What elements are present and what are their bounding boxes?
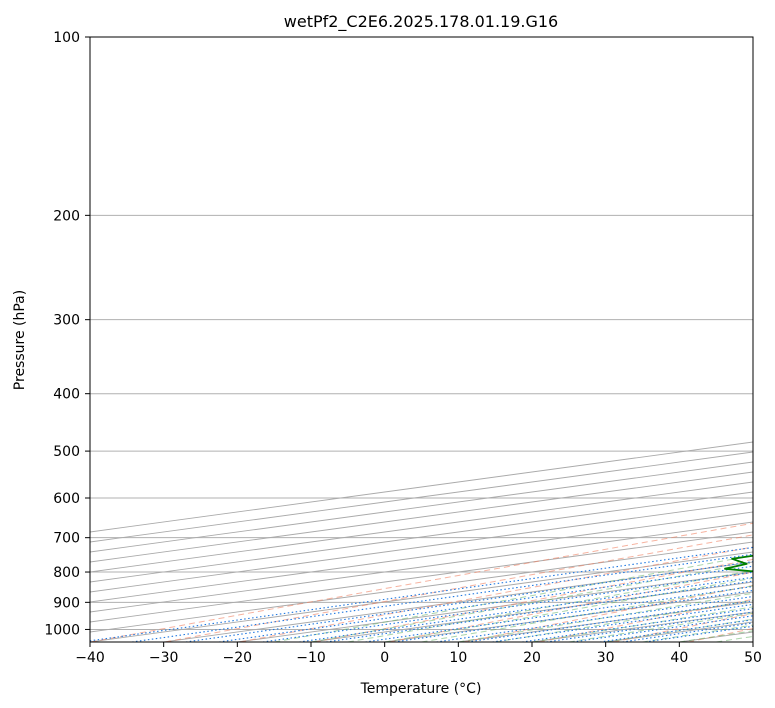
isotherm-line [310,581,753,642]
y-tick-label: 200 [53,208,80,224]
dry-adiabat [538,598,753,642]
x-tick-label: −20 [223,650,253,666]
x-tick-label: 30 [597,650,615,666]
dry-adiabat [90,522,753,642]
grid-layer [90,37,775,642]
moist-adiabat [384,577,753,642]
mixing-ratio-line [90,546,753,642]
moist-adiabat [458,592,753,642]
y-tick-label: 800 [53,565,80,581]
y-tick-label: 900 [53,595,80,611]
mixing-ratio-line [492,603,753,642]
y-tick-label: 300 [53,313,80,329]
mixing-ratio-line [467,600,753,642]
mixing-ratio-line [546,611,753,642]
isotherm-line [90,511,753,603]
x-tick-label: 10 [449,650,467,666]
y-tick-label: 700 [53,531,80,547]
dry-adiabat [239,546,753,642]
x-tick-label: 0 [380,650,389,666]
y-tick-label: 400 [53,387,80,403]
y-tick-label: 1000 [44,622,80,638]
isotherm-line [752,641,753,642]
x-tick-label: −10 [296,650,326,666]
mixing-ratio-line [522,608,753,642]
dry-adiabat [165,534,753,642]
x-tick-label: −40 [75,650,105,666]
moist-adiabat [421,585,753,642]
moist-adiabat [679,630,753,642]
x-tick-label: 40 [670,650,688,666]
isotherm-line [605,621,753,642]
plot-frame [89,36,754,643]
moist-adiabat [310,562,753,642]
y-axis-label: Pressure (hPa) [12,290,28,390]
dry-adiabat [613,613,753,642]
isotherm-line [90,471,753,563]
y-tick-label: 100 [53,30,80,46]
mixing-ratio-line [131,553,753,642]
dry-adiabat [314,558,753,642]
isotherm-line [90,491,753,583]
x-tick-label: 50 [744,650,762,666]
chart-title: wetPf2_C2E6.2025.178.01.19.G16 [284,12,558,32]
dry-adiabat [389,571,753,642]
y-tick-label: 600 [53,491,80,507]
isotherm-line [90,451,753,543]
x-tick-label: 20 [523,650,541,666]
isotherm-line [90,481,753,573]
moist-adiabat [274,554,753,642]
x-tick-label: −30 [149,650,179,666]
isotherm-line [531,611,753,642]
mixing-ratio-line [436,595,753,642]
dry-adiabat [688,628,753,642]
y-tick-label: 500 [53,444,80,460]
dry-adiabat [763,37,775,642]
isotherm-line [90,521,753,613]
mixing-ratio-line [185,561,753,642]
isotherm-line [90,551,753,642]
x-axis-label: Temperature (°C) [360,681,482,697]
axes-layer: −40 −30 −20 −10 0 10 20 30 40 50 100 200 300 400 500 60… [44,30,762,666]
isotherm-line [90,461,753,553]
isotherm-line [384,591,753,642]
isotherm-line [90,501,753,593]
isotherm-line [90,531,753,623]
